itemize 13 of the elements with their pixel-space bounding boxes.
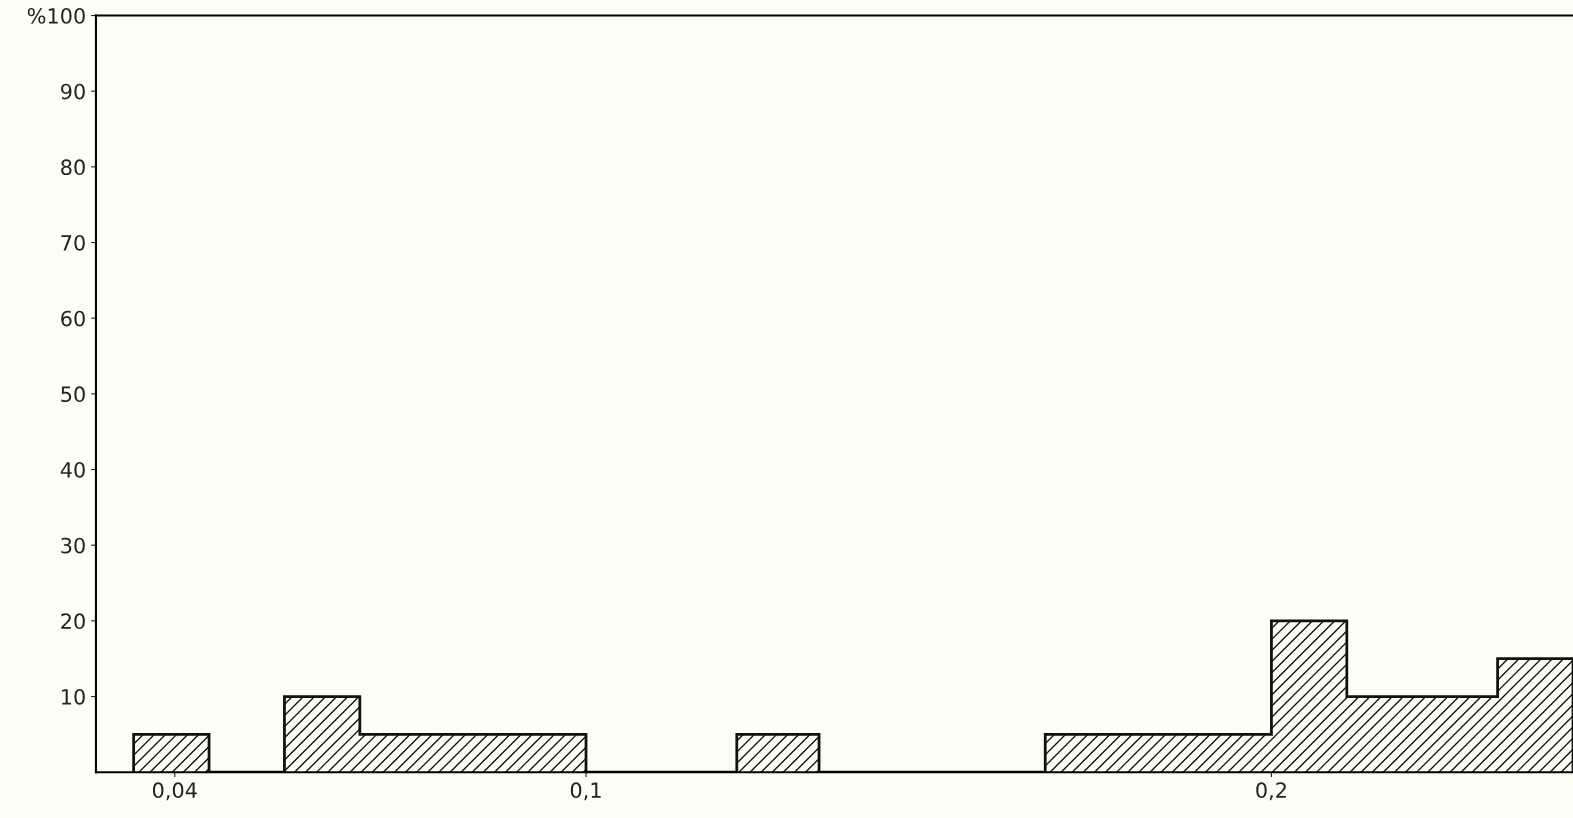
y-tick-label: 10 [62,688,85,705]
x-tick-label: 0,2 [1256,782,1286,801]
x-tick-label: 0,1 [570,782,601,801]
y-tick-label: 80 [61,159,85,176]
y-tick-label: 40 [60,461,85,478]
y-tick-label: 60 [61,310,85,327]
y-tick-label: 70 [61,234,85,251]
x-tick-label: 0,04 [152,782,197,801]
y-tick-label: 90 [61,83,85,100]
y-tick-label: 50 [61,386,85,403]
y-tick-label: %100 [27,7,85,24]
y-tick-label: 30 [61,537,85,554]
y-tick-label: 20 [61,613,85,630]
